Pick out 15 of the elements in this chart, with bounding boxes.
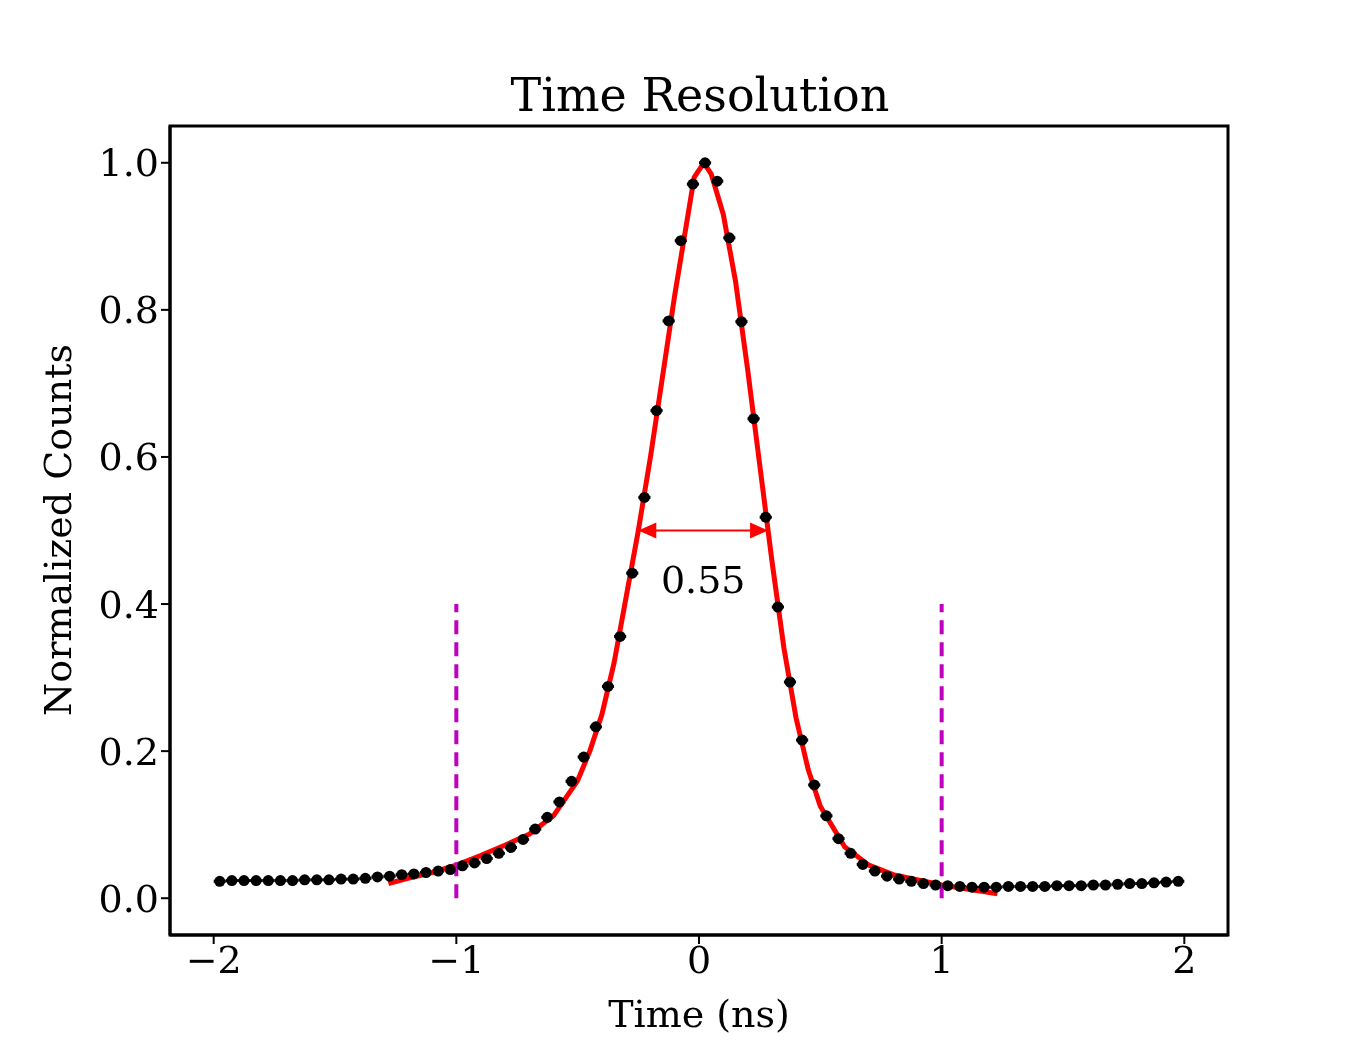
y-tick-label: 0.4 bbox=[98, 582, 159, 627]
x-tick-label: 1 bbox=[929, 937, 954, 982]
x-tick-label: 0 bbox=[686, 937, 712, 982]
x-axis-title: Time (ns) bbox=[608, 992, 790, 1036]
y-tick-label: 0.6 bbox=[98, 435, 159, 480]
y-tick-label: 0.8 bbox=[98, 288, 159, 333]
x-tick-label: 2 bbox=[1172, 937, 1197, 982]
y-axis-title: Normalized Counts bbox=[36, 344, 80, 716]
y-tick-label: 0.2 bbox=[98, 729, 159, 774]
x-tick-label: −2 bbox=[185, 937, 242, 982]
y-tick-label: 1.0 bbox=[98, 141, 159, 186]
y-tick-label: 0.0 bbox=[98, 876, 159, 921]
chart-title: Time Resolution bbox=[510, 68, 890, 122]
annotation: 0.55 bbox=[660, 557, 746, 602]
x-tick-label: −1 bbox=[428, 937, 485, 982]
